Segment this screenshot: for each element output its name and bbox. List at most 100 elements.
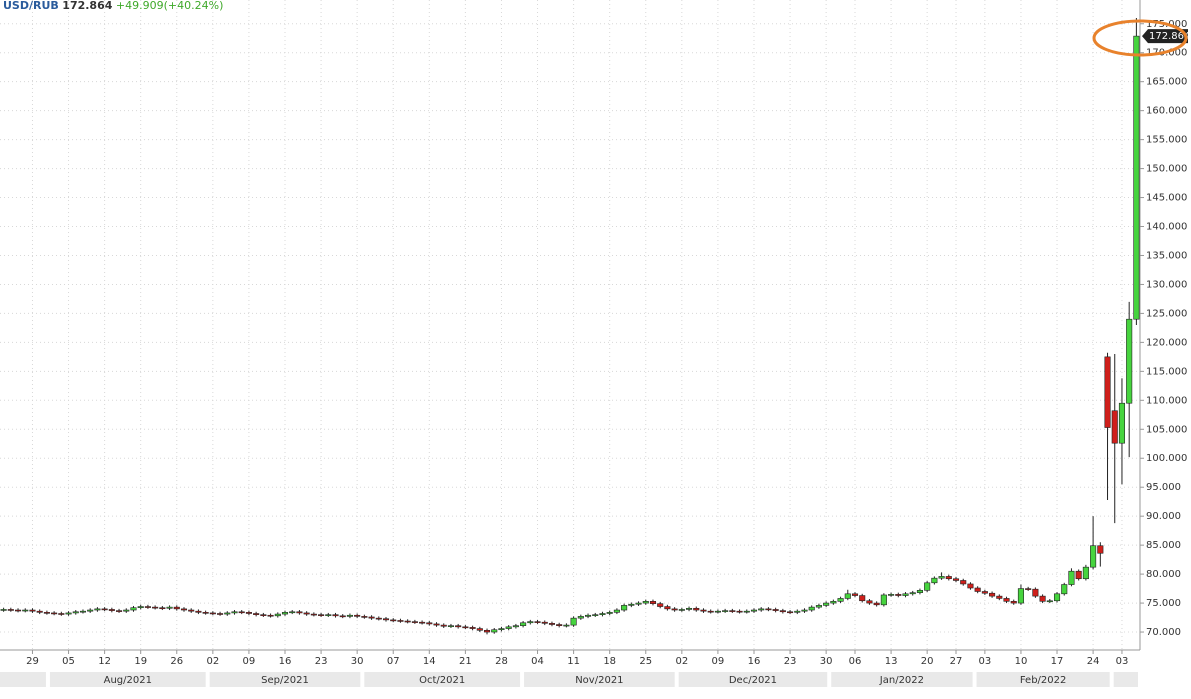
month-band xyxy=(364,672,521,687)
x-tick-label: 03 xyxy=(979,656,992,667)
candle-body xyxy=(570,617,577,626)
candle-body xyxy=(527,621,534,624)
x-tick-label: 23 xyxy=(315,656,328,667)
month-band xyxy=(831,672,973,687)
x-tick-label: 16 xyxy=(748,656,761,667)
candle-body xyxy=(1010,601,1017,604)
candle-body xyxy=(159,607,166,610)
candle-body xyxy=(556,624,563,626)
candle-body xyxy=(657,603,664,607)
y-tick-label: 125.000 xyxy=(1146,308,1187,319)
candle-body xyxy=(895,594,902,596)
x-tick-label: 28 xyxy=(495,656,508,667)
x-tick-label: 19 xyxy=(134,656,147,667)
candle-body xyxy=(58,613,65,615)
y-tick-label: 110.000 xyxy=(1146,395,1187,406)
change: +49.909(+40.24%) xyxy=(116,0,223,12)
x-tick-label: 03 xyxy=(1116,656,1129,667)
candle-body xyxy=(346,614,353,617)
candle-body xyxy=(238,611,245,614)
candle-body xyxy=(397,620,404,622)
candle-body xyxy=(491,629,498,633)
candle-body xyxy=(967,583,974,589)
x-tick-label: 20 xyxy=(921,656,934,667)
y-tick-label: 120.000 xyxy=(1146,337,1187,348)
candle-body xyxy=(1061,584,1068,595)
y-tick-label: 90.000 xyxy=(1146,511,1181,522)
y-tick-label: 115.000 xyxy=(1146,366,1187,377)
y-tick-label: 105.000 xyxy=(1146,424,1187,435)
candle-body xyxy=(794,610,801,613)
candle-body xyxy=(916,590,923,593)
candle-body xyxy=(505,626,512,629)
candle-body xyxy=(815,605,822,608)
candle-body xyxy=(866,600,873,604)
x-tick-label: 05 xyxy=(62,656,75,667)
candle-body xyxy=(22,609,29,612)
candle-body xyxy=(137,606,144,609)
candle-body xyxy=(281,612,289,615)
candle-body xyxy=(981,591,988,594)
x-tick-label: 04 xyxy=(531,656,544,667)
x-tick-label: 02 xyxy=(206,656,219,667)
month-band xyxy=(209,672,361,687)
x-tick-label: 16 xyxy=(279,656,292,667)
y-tick-label: 160.000 xyxy=(1146,106,1187,117)
candle-body xyxy=(440,624,447,627)
candle-body xyxy=(888,594,895,596)
candle-body xyxy=(339,615,346,618)
candle-body xyxy=(1133,35,1140,320)
candle-body xyxy=(419,621,426,624)
x-tick-label: 27 xyxy=(950,656,963,667)
candle-body xyxy=(267,614,274,617)
candle-body xyxy=(808,606,815,611)
candle-body xyxy=(483,630,491,633)
candle-body xyxy=(1068,570,1075,585)
candle-body xyxy=(787,611,794,614)
last-price: 172.864 xyxy=(62,0,112,12)
axes: 70.000 75.000 80.000 85.000 90.000 95.000 100.… xyxy=(0,19,1187,687)
candle-body xyxy=(779,610,786,613)
y-tick-label: 85.000 xyxy=(1146,540,1181,551)
candle-body xyxy=(722,610,729,612)
candle-body xyxy=(686,607,693,610)
candle-body xyxy=(996,595,1003,599)
x-tick-label: 06 xyxy=(849,656,862,667)
candle-body xyxy=(664,606,671,610)
candle-body xyxy=(433,623,440,626)
month-label: Dec/2021 xyxy=(729,675,777,686)
candle-body xyxy=(830,601,837,604)
candle-body xyxy=(1025,588,1032,590)
candle-body xyxy=(375,617,382,620)
candle-body xyxy=(952,578,960,581)
candle-body xyxy=(938,576,945,579)
candle-body xyxy=(166,606,173,609)
candle-body xyxy=(534,621,541,623)
x-tick-label: 23 xyxy=(784,656,797,667)
candle-body xyxy=(130,607,137,611)
x-tick-label: 10 xyxy=(1015,656,1028,667)
candle-body xyxy=(332,614,339,617)
x-tick-label: 30 xyxy=(820,656,833,667)
candle-body xyxy=(635,602,642,605)
candle-body xyxy=(1118,402,1126,444)
candle-body xyxy=(14,609,22,612)
y-tick-label: 100.000 xyxy=(1146,453,1187,464)
candle-body xyxy=(79,610,87,613)
candle-body xyxy=(548,623,556,625)
month-label: Aug/2021 xyxy=(104,675,152,686)
month-label: Nov/2021 xyxy=(575,675,623,686)
candle-body xyxy=(714,610,721,613)
candle-body xyxy=(144,606,151,608)
candle-body xyxy=(599,613,606,615)
candle-body xyxy=(180,608,188,611)
month-band xyxy=(0,672,46,687)
candle-body xyxy=(736,610,743,613)
candle-body xyxy=(217,613,224,615)
candle-body xyxy=(447,625,454,627)
candle-body xyxy=(0,609,7,611)
candle-body xyxy=(1075,570,1082,580)
x-tick-label: 09 xyxy=(243,656,256,667)
candle-body xyxy=(469,627,476,629)
